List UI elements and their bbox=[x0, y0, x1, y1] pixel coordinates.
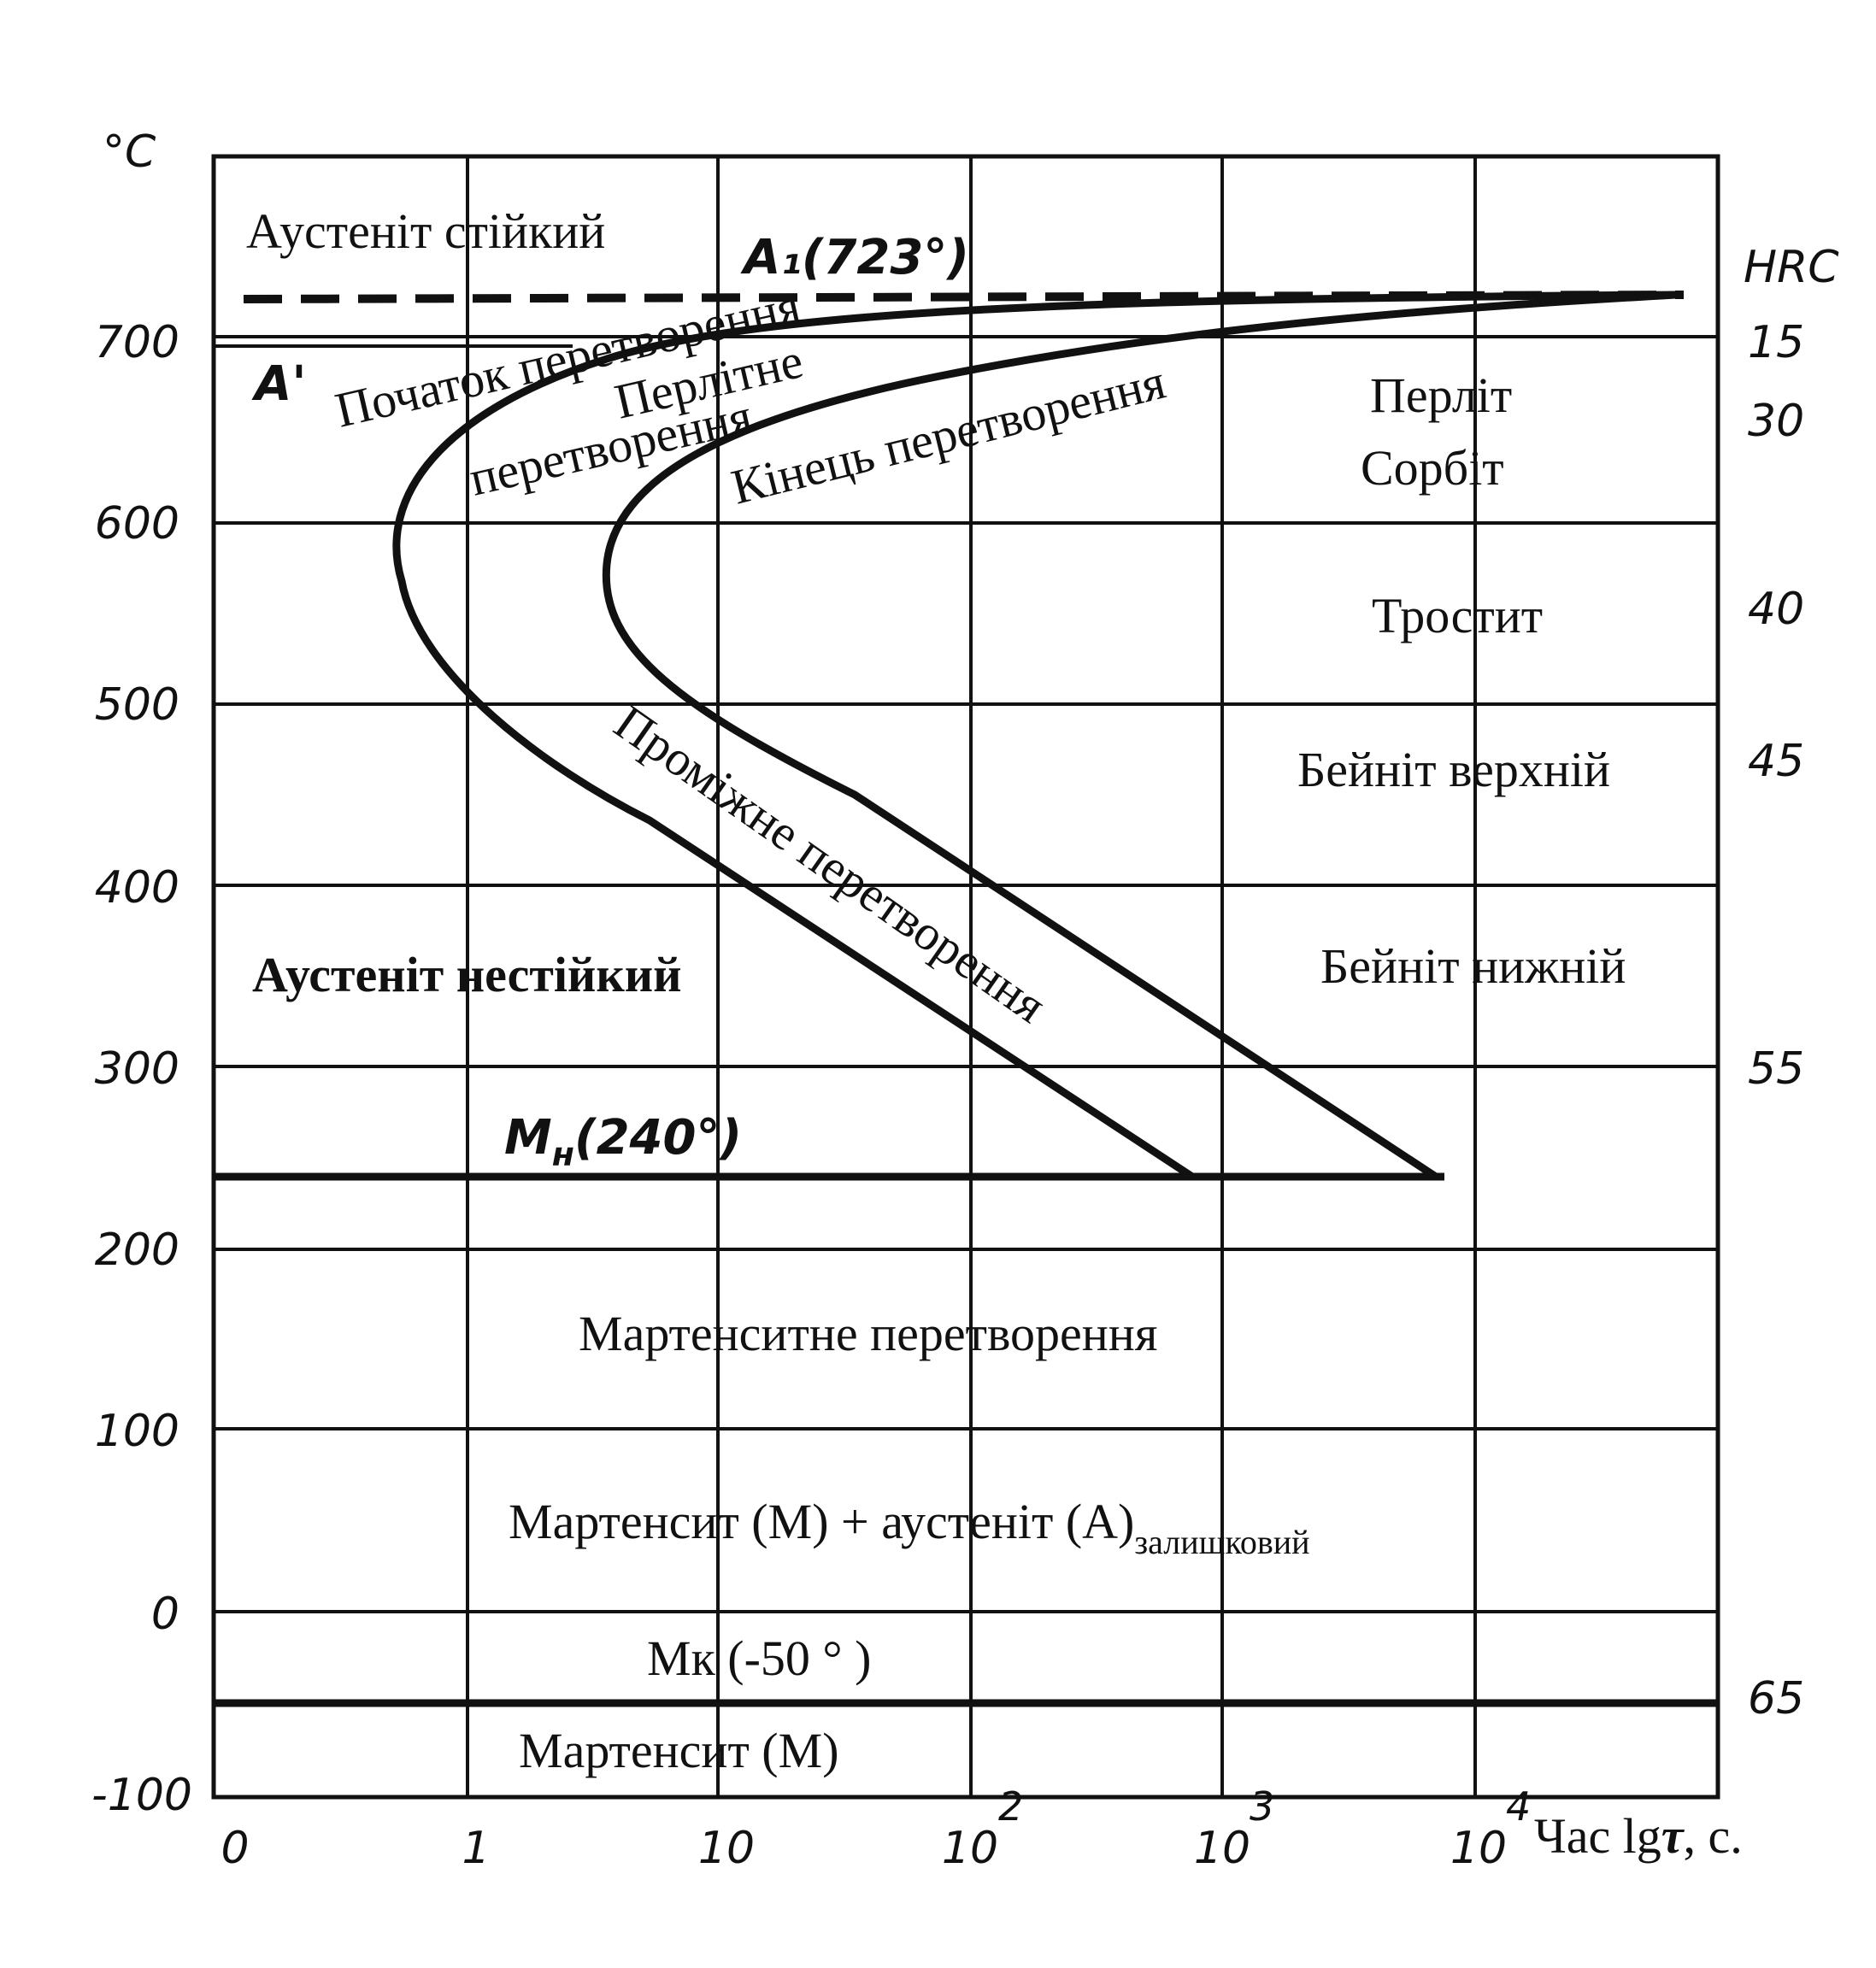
y-tick: -100 bbox=[91, 1770, 192, 1821]
martensite-label: Мартенсит (М) bbox=[519, 1723, 839, 1778]
a1-line bbox=[243, 291, 1685, 303]
x-tick: 10 bbox=[698, 1823, 755, 1874]
region-labels: Аустеніт стійкий Початок перетворення Пе… bbox=[246, 203, 1626, 1778]
x-tick-exponent: 2 bbox=[998, 1783, 1023, 1830]
hrc-tick: 65 bbox=[1748, 1673, 1804, 1724]
horizontal-grid bbox=[214, 335, 1718, 1613]
troostite-label: Тростит bbox=[1372, 588, 1543, 643]
martensite-austenite-label: Мартенсит (М) + аустеніт (А)залишковий bbox=[509, 1494, 1310, 1561]
y-tick: 200 bbox=[95, 1225, 179, 1276]
plot-frame bbox=[211, 154, 1720, 1800]
hrc-tick: 55 bbox=[1748, 1043, 1804, 1095]
x-tick-exponent: 4 bbox=[1506, 1783, 1531, 1830]
y-tick: 300 bbox=[95, 1043, 179, 1095]
sorbite-label: Сорбіт bbox=[1361, 440, 1504, 496]
start-curve bbox=[392, 291, 1679, 1181]
x-tick: 10 bbox=[1194, 1823, 1250, 1874]
hrc-tick: 30 bbox=[1748, 396, 1804, 447]
y-tick: 0 bbox=[151, 1589, 179, 1640]
bainite-upper-label: Бейніт верхній bbox=[1297, 742, 1610, 797]
austenite-stable-label: Аустеніт стійкий bbox=[246, 203, 605, 259]
x-tick: 10 bbox=[1450, 1823, 1507, 1874]
vertical-grid bbox=[466, 156, 1477, 1797]
hrc-ticks: 15 30 40 45 55 65 bbox=[1748, 317, 1804, 1724]
pearlitic-label-2: перетворення bbox=[464, 388, 756, 507]
hrc-tick: 45 bbox=[1748, 736, 1804, 787]
hrc-axis-unit: HRC bbox=[1744, 242, 1839, 293]
hrc-tick: 15 bbox=[1748, 317, 1804, 368]
a-prime-label: A' bbox=[251, 356, 306, 412]
austenite-unstable-label: Аустеніт нестійкий bbox=[252, 947, 682, 1002]
martensitic-label: Мартенситне перетворення bbox=[579, 1306, 1157, 1361]
x-tick-exponent: 3 bbox=[1250, 1783, 1274, 1830]
bainite-lower-label: Бейніт нижній bbox=[1320, 938, 1626, 994]
pearlite-label: Перліт bbox=[1370, 367, 1512, 423]
end-curve bbox=[602, 291, 1679, 1181]
mn-label: Mн(240°) bbox=[504, 1110, 742, 1173]
x-tick: 10 bbox=[942, 1823, 998, 1874]
hrc-tick: 40 bbox=[1748, 584, 1804, 635]
mk-label: Мк (-50 ° ) bbox=[647, 1630, 871, 1686]
y-axis-ticks: 700 600 500 400 300 200 100 0 -100 bbox=[91, 317, 192, 1821]
y-tick: 600 bbox=[95, 498, 179, 549]
x-tick: 0 bbox=[221, 1823, 249, 1874]
y-tick: 500 bbox=[95, 679, 179, 731]
y-axis-unit: °C bbox=[103, 126, 156, 178]
a1-label: A₁(723°) bbox=[740, 230, 969, 285]
x-axis-label: Час lgτ, с. bbox=[1534, 1808, 1743, 1864]
y-tick: 400 bbox=[95, 862, 179, 914]
x-tick: 1 bbox=[462, 1823, 490, 1874]
y-tick: 100 bbox=[95, 1406, 179, 1457]
x-axis-ticks: 0 1 10 10 2 10 3 10 4 bbox=[221, 1783, 1531, 1874]
y-tick: 700 bbox=[95, 317, 179, 368]
